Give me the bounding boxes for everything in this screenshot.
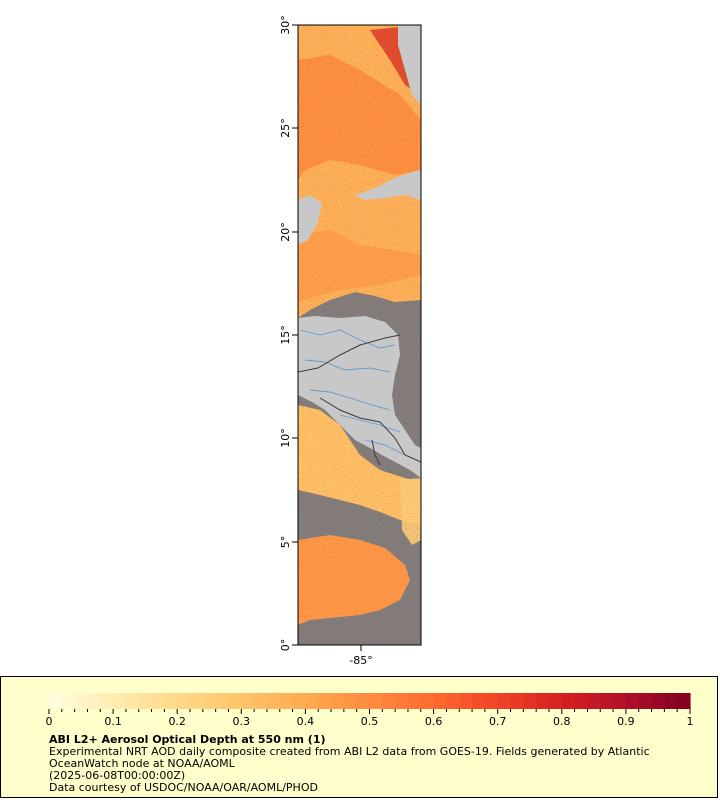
colorbar-cell [228, 693, 242, 709]
lat-label-25: 25° [279, 118, 292, 138]
colorbar-tick-label: 0.5 [361, 715, 379, 728]
colorbar-cell [356, 693, 371, 709]
colorbar-cell [266, 693, 281, 709]
colorbar-cell [664, 693, 678, 709]
colorbar-cell [613, 693, 627, 709]
colorbar-cell [600, 693, 614, 709]
colorbar-cell [497, 693, 512, 709]
legend-description: Experimental NRT AOD daily composite cre… [49, 745, 650, 770]
colorbar-cell [164, 693, 178, 709]
colorbar-cell [420, 693, 435, 709]
colorbar-tick-label: 0.8 [553, 715, 571, 728]
lat-label-5: 5° [279, 536, 292, 549]
colorbar-cell [61, 693, 76, 709]
colorbar-cell [343, 693, 358, 709]
colorbar-tick-label: 1 [687, 715, 694, 728]
colorbar-cell [202, 693, 217, 709]
colorbar-tick-label: 0.7 [489, 715, 507, 728]
lat-label-15: 15° [279, 325, 292, 345]
colorbar-cell [433, 693, 448, 709]
colorbar-cell [561, 693, 576, 709]
land-yucatan [298, 195, 322, 245]
rivers [299, 329, 406, 456]
colorbar-cell [279, 693, 294, 709]
land-florida [398, 25, 421, 105]
colorbar-cell [100, 693, 114, 709]
colorbar-cell [459, 693, 473, 709]
colorbar-cell [677, 693, 691, 709]
colorbar-tick-label: 0.6 [425, 715, 443, 728]
lat-label-10: 10° [279, 428, 292, 448]
colorbar-tick-label: 0 [46, 715, 53, 728]
colorbar-cell [177, 693, 191, 709]
colorbar-cell [587, 693, 601, 709]
lat-label-30: 30° [279, 15, 292, 35]
colorbar-tick-label: 0.9 [617, 715, 635, 728]
lat-label-20: 20° [279, 222, 292, 242]
colorbar-cell [318, 693, 332, 709]
land-central-america [298, 316, 421, 478]
legend-panel: 0 0.1 0.2 0.3 0.4 0.5 0.6 0.7 0.8 0.9 1 ABI L2+ Ae… [0, 676, 718, 798]
colorbar-ticks [48, 709, 691, 714]
colorbar-cell [125, 693, 140, 709]
colorbar-cell [625, 693, 640, 709]
colorbar-cell [407, 693, 422, 709]
colorbar-cell [87, 693, 101, 709]
lat-ticks [292, 24, 362, 651]
colorbar-labels: 0 0.1 0.2 0.3 0.4 0.5 0.6 0.7 0.8 0.9 1 [46, 715, 694, 728]
colorbar-cell [510, 693, 524, 709]
colorbar-cell [113, 693, 127, 709]
colorbar-cell [484, 693, 499, 709]
colorbar-cell [292, 693, 306, 709]
colorbar-cell [446, 693, 460, 709]
land-cuba [355, 170, 421, 200]
colorbar-tick-label: 0.2 [168, 715, 186, 728]
colorbar: 0 0.1 0.2 0.3 0.4 0.5 0.6 0.7 0.8 0.9 1 [46, 693, 694, 728]
colorbar-cell [215, 693, 230, 709]
colorbar-cell [472, 693, 486, 709]
colorbar-cell [523, 693, 537, 709]
colorbar-cell [138, 693, 153, 709]
colorbar-cell [638, 693, 653, 709]
colorbar-cell [241, 693, 255, 709]
colorbar-cell [190, 693, 204, 709]
legend-credit: Data courtesy of USDOC/NOAA/OAR/AOML/PHO… [49, 781, 318, 794]
colorbar-cell [382, 693, 396, 709]
colorbar-cell [151, 693, 165, 709]
colorbar-tick-label: 0.1 [104, 715, 122, 728]
colorbar-cell [254, 693, 268, 709]
colorbar-tick-label: 0.3 [233, 715, 251, 728]
lon-label-minus-85: -85° [349, 654, 372, 667]
colorbar-cell [331, 693, 345, 709]
colorbar-cell [395, 693, 409, 709]
lat-label-0: 0° [279, 639, 292, 652]
legend-title: ABI L2+ Aerosol Optical Depth at 550 nm … [49, 733, 326, 746]
aod-map: 30° 25° 20° 15° 10° 5° 0° -85° [279, 15, 422, 667]
colorbar-cell [651, 693, 665, 709]
colorbar-cell [49, 693, 63, 709]
colorbar-cell [369, 693, 383, 709]
colorbar-cell [305, 693, 319, 709]
country-borders [298, 334, 421, 466]
colorbar-cells [49, 693, 691, 709]
colorbar-tick-label: 0.4 [297, 715, 315, 728]
colorbar-cell [574, 693, 589, 709]
colorbar-cell [74, 693, 89, 709]
colorbar-cell [536, 693, 550, 709]
colorbar-cell [548, 693, 563, 709]
legend-timestamp: (2025-06-08T00:00:00Z) [49, 769, 186, 782]
